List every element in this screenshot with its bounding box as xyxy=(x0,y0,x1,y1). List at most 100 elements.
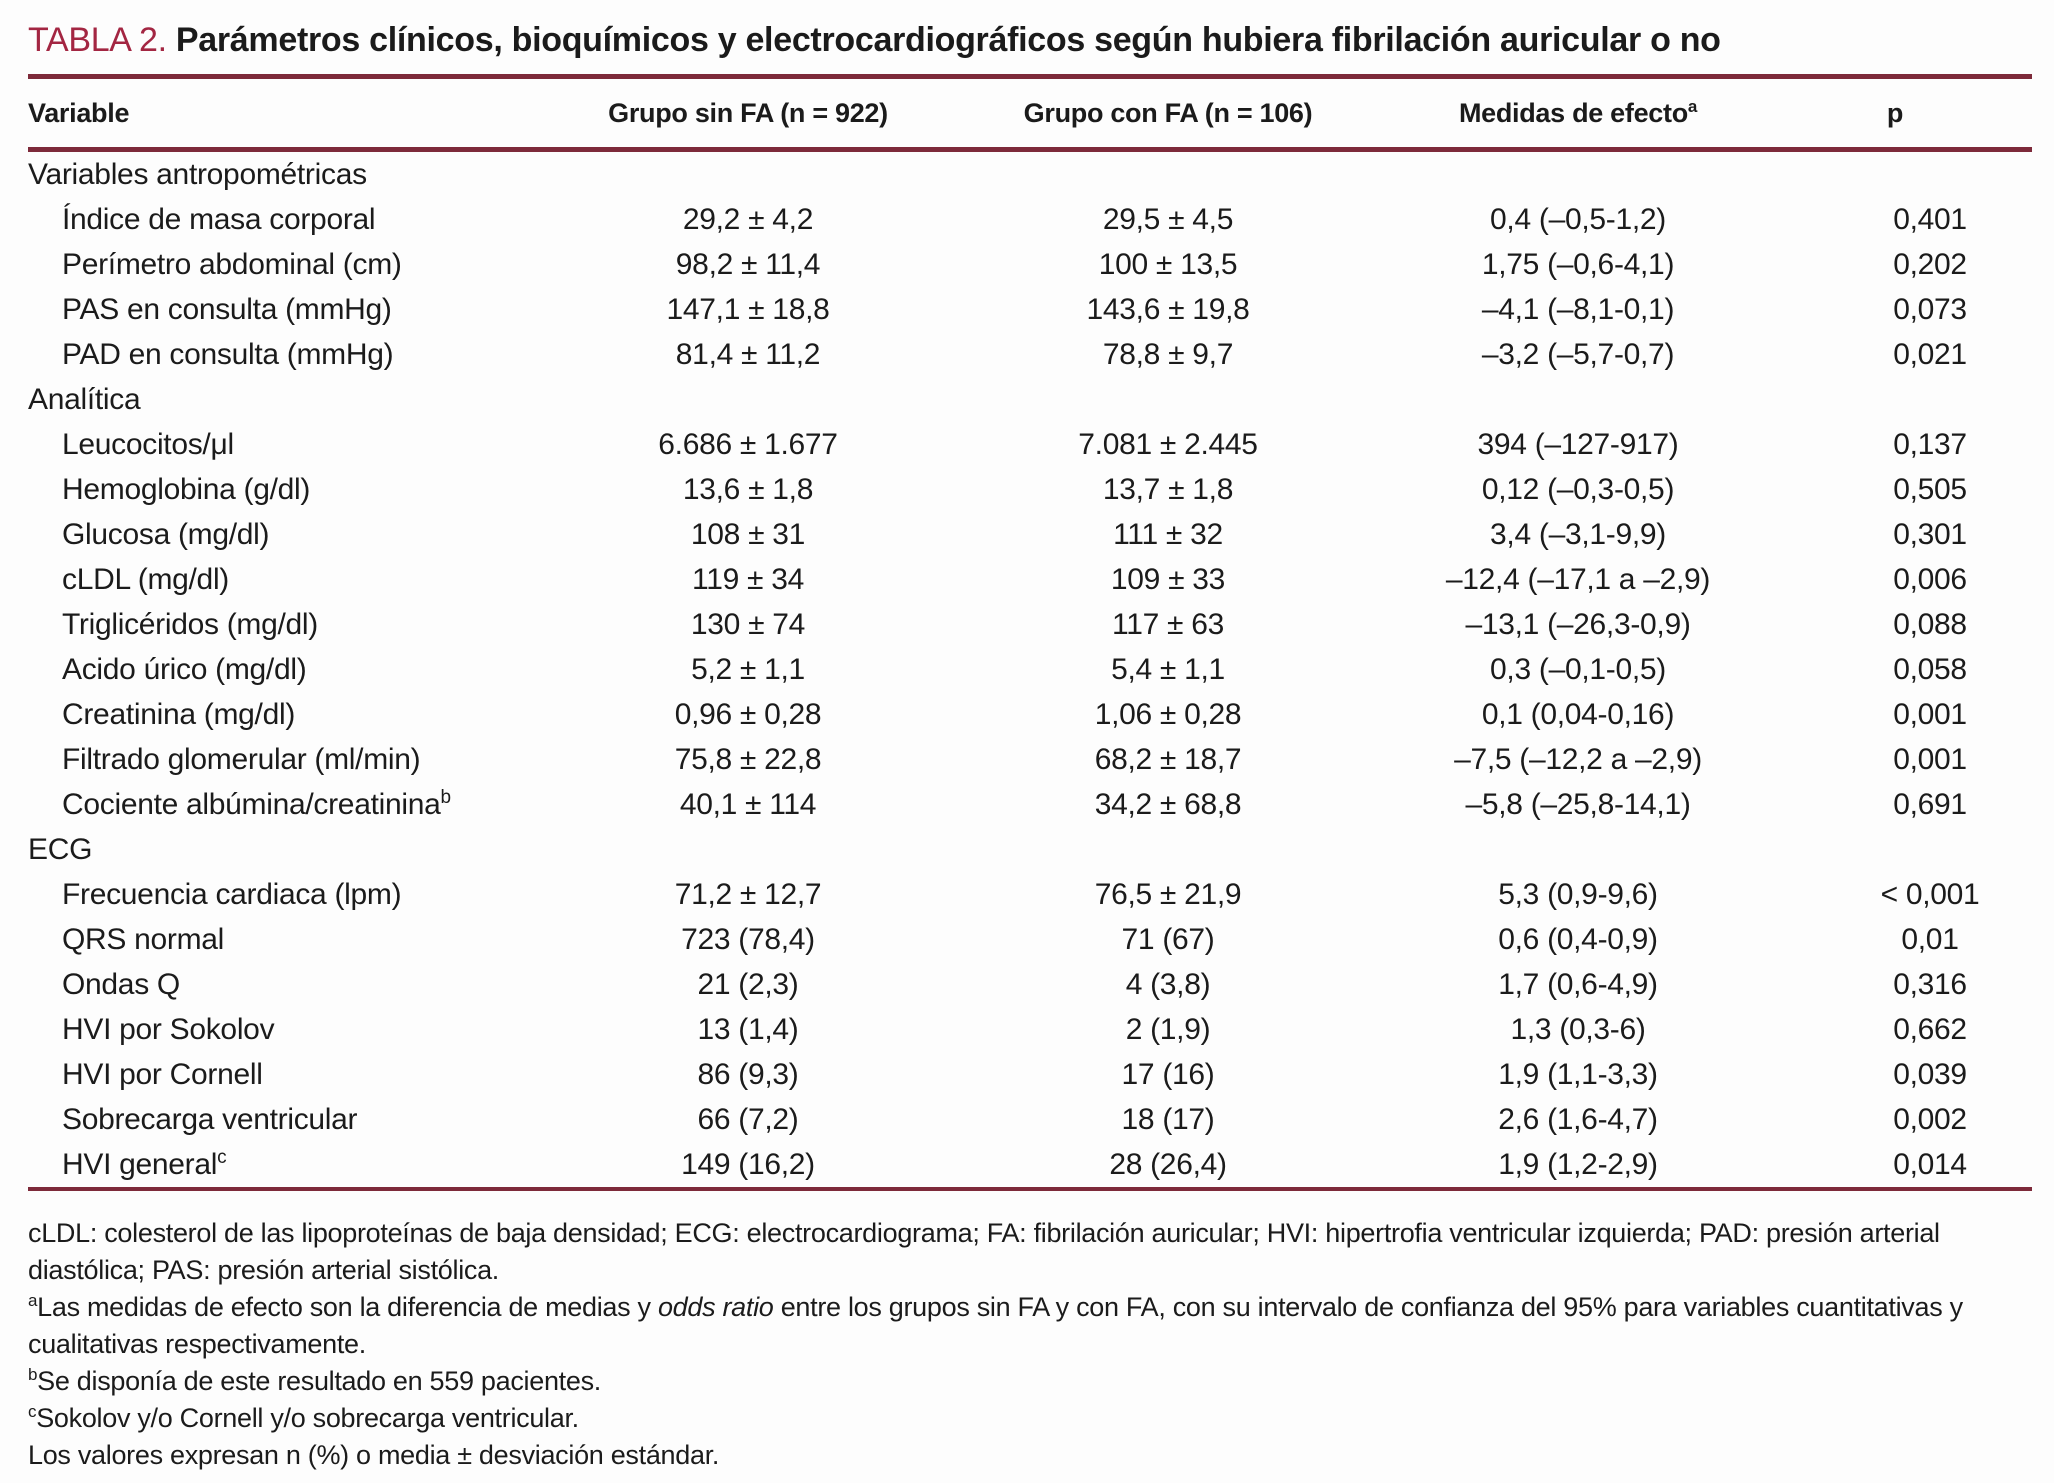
effect-cell: –5,8 (–25,8-14,1) xyxy=(1465,787,1691,821)
effect-cell: –12,4 (–17,1 a –2,9) xyxy=(1445,562,1711,596)
p-cell xyxy=(1758,152,2032,197)
variable-cell: PAD en consulta (mmHg) xyxy=(62,337,394,371)
table-row: Glucosa (mg/dl) 108 ± 31 111 ± 32 3,4 (–3,1… xyxy=(28,512,2032,557)
group-con-fa-cell: 18 (17) xyxy=(1121,1102,1215,1136)
group-con-fa-cell: 13,7 ± 1,8 xyxy=(1102,472,1234,506)
header-row: Variable Grupo sin FA (n = 922) Grupo co… xyxy=(28,79,2032,147)
group-sin-fa-cell: 723 (78,4) xyxy=(681,922,815,956)
group-con-fa-cell: 2 (1,9) xyxy=(1125,1012,1211,1046)
footnote-marker: b xyxy=(440,786,452,808)
table-row: Hemoglobina (g/dl) 13,6 ± 1,8 13,7 ± 1,8 0,… xyxy=(28,467,2032,512)
p-cell: < 0,001 xyxy=(1880,877,1980,911)
table-row: Índice de masa corporal 29,2 ± 4,2 29,5 ± … xyxy=(28,197,2032,242)
variable-cell: QRS normal xyxy=(62,922,225,956)
table-row: QRS normal 723 (78,4) 71 (67) 0,6 (0,4-0,9)… xyxy=(28,917,2032,962)
group-con-fa-cell: 78,8 ± 9,7 xyxy=(1102,337,1234,371)
footnote-marker: a xyxy=(28,1291,38,1310)
table-row: Triglicéridos (mg/dl) 130 ± 74 117 ± 63 –13… xyxy=(28,602,2032,647)
effect-cell: 3,4 (–3,1-9,9) xyxy=(1490,517,1666,551)
header-rule xyxy=(28,147,2032,152)
footnote: bSe disponía de este resultado en 559 pa… xyxy=(28,1365,601,1396)
p-cell: 0,002 xyxy=(1893,1102,1967,1136)
p-cell: 0,01 xyxy=(1901,922,1959,956)
group-con-fa-cell: 76,5 ± 21,9 xyxy=(1094,877,1242,911)
group-con-fa-cell xyxy=(938,152,1398,197)
variable-cell: Índice de masa corporal xyxy=(62,202,376,236)
effect-cell xyxy=(1398,377,1758,422)
effect-cell: 1,3 (0,3-6) xyxy=(1510,1012,1646,1046)
p-cell: 0,014 xyxy=(1893,1147,1967,1181)
table-row: HVI generalc 149 (16,2) 28 (26,4) 1,9 (1,2-… xyxy=(28,1142,2032,1187)
group-sin-fa-cell: 130 ± 74 xyxy=(690,607,806,641)
parameters-table-body: Variables antropométricas Índice de masa … xyxy=(28,152,2032,1187)
variable-cell: Variables antropométricas xyxy=(28,157,367,191)
variable-cell: HVI por Sokolov xyxy=(62,1012,275,1046)
table-number-label: TABLA 2. xyxy=(28,21,167,59)
section-row: ECG xyxy=(28,827,2032,872)
variable-cell: cLDL (mg/dl) xyxy=(62,562,229,596)
group-con-fa-cell: 17 (16) xyxy=(1121,1057,1215,1091)
p-cell: 0,001 xyxy=(1893,697,1967,731)
variable-cell: Hemoglobina (g/dl) xyxy=(62,472,311,506)
group-con-fa-cell: 71 (67) xyxy=(1121,922,1215,956)
p-cell: 0,137 xyxy=(1893,427,1967,461)
p-cell: 0,505 xyxy=(1893,472,1967,506)
group-con-fa-cell: 100 ± 13,5 xyxy=(1098,247,1238,281)
effect-cell: 0,3 (–0,1-0,5) xyxy=(1490,652,1666,686)
effect-cell xyxy=(1398,152,1758,197)
table-row: Creatinina (mg/dl) 0,96 ± 0,28 1,06 ± 0,28… xyxy=(28,692,2032,737)
footnote-marker: c xyxy=(28,1402,37,1421)
variable-cell: PAS en consulta (mmHg) xyxy=(62,292,392,326)
group-con-fa-cell: 4 (3,8) xyxy=(1125,967,1211,1001)
p-cell: 0,316 xyxy=(1893,967,1967,1001)
table-row: PAD en consulta (mmHg) 81,4 ± 11,2 78,8 ± … xyxy=(28,332,2032,377)
column-header-p: p xyxy=(1886,97,1904,128)
footnote-marker: b xyxy=(28,1365,38,1384)
footnote-marker: c xyxy=(217,1146,227,1168)
group-sin-fa-cell: 81,4 ± 11,2 xyxy=(675,337,821,371)
group-con-fa-cell: 109 ± 33 xyxy=(1110,562,1226,596)
table-body: Variables antropométricas Índice de masa … xyxy=(28,152,2032,1187)
effect-cell: 1,9 (1,1-3,3) xyxy=(1498,1057,1658,1091)
p-cell: 0,662 xyxy=(1893,1012,1967,1046)
group-sin-fa-cell: 86 (9,3) xyxy=(697,1057,799,1091)
variable-cell: Creatinina (mg/dl) xyxy=(62,697,296,731)
effect-cell: –7,5 (–12,2 a –2,9) xyxy=(1454,742,1702,776)
effect-cell xyxy=(1398,827,1758,872)
table-row: Cociente albúmina/creatininab 40,1 ± 114 3… xyxy=(28,782,2032,827)
effect-cell: 1,9 (1,2-2,9) xyxy=(1498,1147,1658,1181)
group-con-fa-cell: 28 (26,4) xyxy=(1109,1147,1227,1181)
group-con-fa-cell: 143,6 ± 19,8 xyxy=(1086,292,1250,326)
p-cell: 0,058 xyxy=(1893,652,1967,686)
p-cell: 0,301 xyxy=(1893,517,1967,551)
p-cell: 0,073 xyxy=(1893,292,1967,326)
group-sin-fa-cell xyxy=(558,377,938,422)
variable-cell: Frecuencia cardiaca (lpm) xyxy=(62,877,402,911)
table-row: Perímetro abdominal (cm) 98,2 ± 11,4 100 ±… xyxy=(28,242,2032,287)
footnote: cLDL: colesterol de las lipoproteínas de… xyxy=(28,1218,1940,1285)
group-sin-fa-cell: 75,8 ± 22,8 xyxy=(674,742,822,776)
group-sin-fa-cell: 119 ± 34 xyxy=(692,562,804,596)
parameters-table: Variable Grupo sin FA (n = 922) Grupo co… xyxy=(28,79,2032,147)
effect-cell: –3,2 (–5,7-0,7) xyxy=(1481,337,1675,371)
column-header-medidas-efecto: Medidas de efectoa xyxy=(1458,96,1698,128)
group-sin-fa-cell: 29,2 ± 4,2 xyxy=(682,202,814,236)
variable-cell: Leucocitos/μl xyxy=(62,427,234,461)
effect-cell: 2,6 (1,6-4,7) xyxy=(1498,1102,1658,1136)
group-sin-fa-cell xyxy=(558,827,938,872)
group-con-fa-cell xyxy=(938,377,1398,422)
table-row: HVI por Sokolov 13 (1,4) 2 (1,9) 1,3 (0,3-6… xyxy=(28,1007,2032,1052)
effect-cell: –13,1 (–26,3-0,9) xyxy=(1465,607,1691,641)
variable-cell: HVI por Cornell xyxy=(62,1057,263,1091)
bottom-rule xyxy=(28,1187,2032,1191)
effect-cell: 0,4 (–0,5-1,2) xyxy=(1490,202,1666,236)
p-cell: 0,001 xyxy=(1893,742,1967,776)
p-cell: 0,202 xyxy=(1893,247,1967,281)
footnote: cSokolov y/o Cornell y/o sobrecarga vent… xyxy=(28,1402,579,1433)
table-title-text: Parámetros clínicos, bioquímicos y elect… xyxy=(175,21,1721,59)
table-header: Variable Grupo sin FA (n = 922) Grupo co… xyxy=(28,79,2032,147)
effect-cell: –4,1 (–8,1-0,1) xyxy=(1481,292,1675,326)
section-row: Analítica xyxy=(28,377,2032,422)
group-con-fa-cell: 34,2 ± 68,8 xyxy=(1094,787,1242,821)
